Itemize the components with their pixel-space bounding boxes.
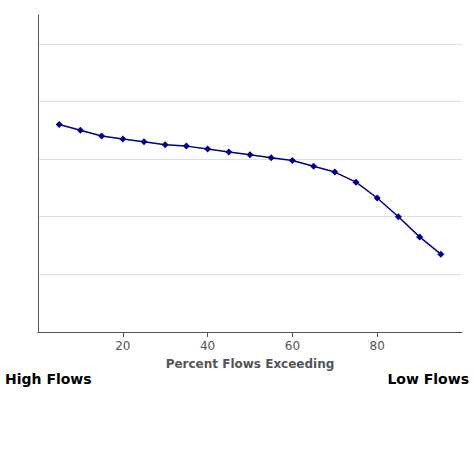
svg-text:High Flows: High Flows <box>5 371 92 387</box>
svg-text:Percent Flows Exceeding: Percent Flows Exceeding <box>166 357 335 371</box>
svg-text:Low Flows: Low Flows <box>387 371 469 387</box>
svg-text:20: 20 <box>115 339 130 353</box>
svg-text:80: 80 <box>370 339 385 353</box>
svg-text:40: 40 <box>200 339 215 353</box>
svg-text:60: 60 <box>285 339 300 353</box>
